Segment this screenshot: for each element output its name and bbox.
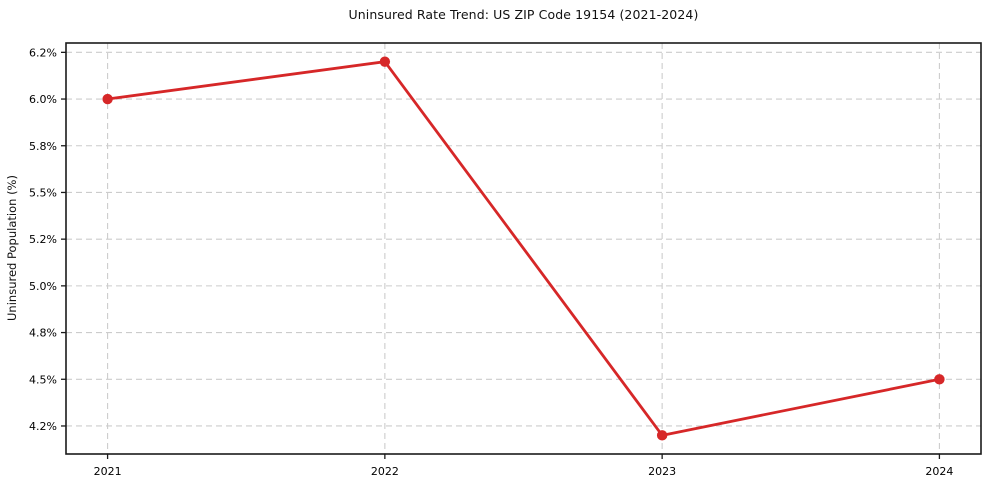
data-point-2022 (379, 56, 391, 67)
y-tick-label: 5.8% (29, 140, 57, 153)
y-tick-label: 5.2% (29, 233, 57, 246)
data-point-2023 (656, 430, 668, 441)
trend-line (106, 60, 941, 437)
y-tick-label: 5.5% (29, 186, 57, 199)
data-point-2024 (934, 374, 945, 385)
data-point-2021 (102, 93, 113, 105)
chart-title: Uninsured Rate Trend: US ZIP Code 19154 … (348, 7, 699, 22)
y-tick-label: 5.0% (29, 280, 57, 293)
y-tick-label: 4.8% (29, 327, 57, 340)
x-tick-label: 2022 (371, 465, 399, 478)
x-tick-label: 2023 (648, 465, 676, 478)
y-tick-label: 6.2% (29, 46, 57, 59)
y-tick-label: 4.2% (29, 420, 57, 433)
y-tick-label: 6.0% (29, 93, 57, 106)
x-tick-label: 2021 (94, 465, 122, 478)
x-tick-label: 2024 (925, 465, 953, 478)
y-tick-label: 4.5% (29, 373, 57, 386)
plot-border (65, 42, 982, 455)
